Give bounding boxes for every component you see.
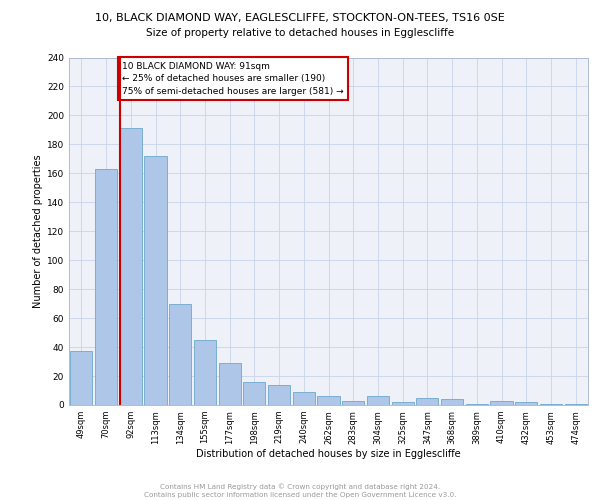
Bar (119, 128, 142, 405)
Bar (243, 382, 265, 405)
Y-axis label: Number of detached properties: Number of detached properties (33, 154, 43, 308)
Bar (342, 400, 364, 405)
Bar (515, 402, 538, 405)
Text: Contains HM Land Registry data © Crown copyright and database right 2024.
Contai: Contains HM Land Registry data © Crown c… (144, 484, 456, 498)
Bar (293, 392, 315, 405)
Bar (70, 352, 92, 405)
Bar (95, 169, 117, 405)
Bar (317, 396, 340, 405)
Bar (540, 404, 562, 405)
Text: Size of property relative to detached houses in Egglescliffe: Size of property relative to detached ho… (146, 28, 454, 38)
Bar (416, 398, 439, 405)
Bar (367, 396, 389, 405)
Text: 10 BLACK DIAMOND WAY: 91sqm
← 25% of detached houses are smaller (190)
75% of se: 10 BLACK DIAMOND WAY: 91sqm ← 25% of det… (122, 62, 344, 96)
X-axis label: Distribution of detached houses by size in Egglescliffe: Distribution of detached houses by size … (196, 450, 461, 460)
Bar (466, 404, 488, 405)
Bar (169, 304, 191, 405)
Bar (441, 399, 463, 405)
Bar (490, 400, 512, 405)
Bar (145, 156, 167, 405)
Bar (565, 404, 587, 405)
Bar (218, 363, 241, 405)
Bar (194, 340, 216, 405)
Bar (268, 384, 290, 405)
Text: 10, BLACK DIAMOND WAY, EAGLESCLIFFE, STOCKTON-ON-TEES, TS16 0SE: 10, BLACK DIAMOND WAY, EAGLESCLIFFE, STO… (95, 12, 505, 22)
Bar (392, 402, 414, 405)
